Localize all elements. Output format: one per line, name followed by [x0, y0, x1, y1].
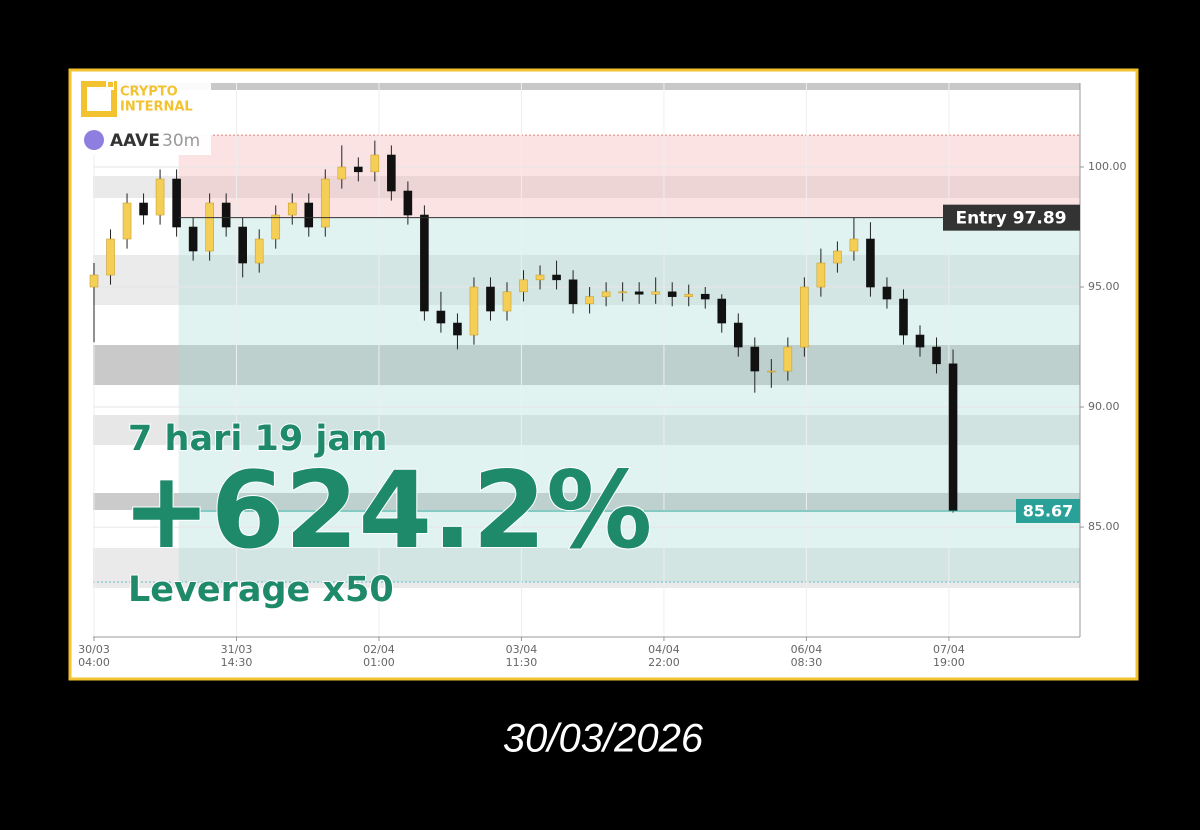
- y-tick-label: 85.00: [1088, 520, 1120, 533]
- profile-band: [93, 493, 1080, 510]
- return: +624.2%: [122, 449, 652, 572]
- candle-body: [783, 346, 793, 372]
- symbol: AAVE: [110, 131, 160, 151]
- candle-body: [684, 293, 694, 297]
- candle-body: [667, 291, 677, 297]
- candle-body: [882, 286, 892, 300]
- entry-label: Entry 97.89: [955, 209, 1066, 229]
- candle-body: [89, 274, 99, 288]
- x-tick-label: 30/03 04:00: [78, 643, 110, 669]
- candle-body: [568, 279, 578, 305]
- profile-band: [93, 176, 1080, 198]
- candle-body: [601, 291, 611, 297]
- logo-icon-dot: [108, 82, 113, 87]
- interval: 30m: [162, 131, 200, 151]
- candle-body: [188, 226, 198, 252]
- candle-body: [387, 154, 396, 192]
- candle-body: [370, 154, 380, 173]
- candle-body: [767, 370, 776, 373]
- entry-value: 97.89: [1013, 209, 1067, 229]
- candle-body: [750, 346, 760, 372]
- duration: 7 hari 19 jam: [128, 419, 388, 459]
- candle-body: [172, 178, 181, 228]
- candle-body: [519, 279, 528, 293]
- candle-body: [552, 274, 561, 281]
- candle-body: [585, 296, 594, 305]
- profile-band: [93, 83, 1080, 90]
- candle-body: [287, 202, 297, 216]
- x-tick-label: 07/04 19:00: [933, 643, 965, 669]
- profit-zone: [178, 217, 1081, 583]
- candle-body: [816, 262, 826, 288]
- candle-body: [733, 322, 743, 348]
- logo-text: CRYPTO: [120, 85, 178, 100]
- candle-body: [122, 202, 132, 240]
- profile-band: [93, 548, 1080, 588]
- candle-body: [155, 178, 165, 216]
- entry-label-text: Entry: [955, 209, 1006, 229]
- y-tick-label: 95.00: [1088, 280, 1120, 293]
- y-tick-label: 100.00: [1088, 160, 1127, 173]
- candle-body: [800, 286, 809, 348]
- candle-body: [106, 238, 115, 276]
- candle-body: [948, 363, 958, 512]
- candle-body: [420, 214, 429, 312]
- candle-body: [486, 286, 495, 312]
- candle-body: [254, 238, 264, 264]
- candle-body: [618, 291, 627, 294]
- y-tick-label: 90.00: [1088, 400, 1120, 413]
- candle-body: [221, 202, 231, 228]
- candle-body: [899, 298, 908, 336]
- candle-body: [238, 226, 247, 264]
- symbol-icon: [84, 130, 104, 150]
- x-tick-label: 02/04 01:00: [363, 643, 395, 669]
- candle-body: [403, 190, 413, 216]
- candle-body: [849, 238, 859, 252]
- candle-body: [700, 293, 710, 300]
- candle-body: [535, 274, 545, 281]
- candle-body: [833, 250, 842, 264]
- candle-body: [453, 322, 462, 336]
- candle-body: [651, 291, 660, 295]
- candle-body: [271, 214, 281, 240]
- x-tick-label: 31/03 14:30: [221, 643, 253, 669]
- x-tick-label: 03/04 11:30: [506, 643, 538, 669]
- leverage: Leverage x50: [128, 570, 394, 610]
- candle-body: [717, 298, 727, 324]
- plot-area: [89, 83, 1081, 637]
- candle-body: [304, 202, 314, 228]
- profile-band: [93, 415, 1080, 445]
- exit-label: 85.67: [1023, 501, 1074, 520]
- candle-body: [634, 291, 644, 295]
- entry-tag: [943, 204, 1080, 231]
- x-tick-label: 06/04 08:30: [791, 643, 823, 669]
- candle-body: [915, 334, 925, 348]
- candle-body: [205, 202, 214, 252]
- candle-body: [139, 202, 148, 216]
- candle-body: [436, 310, 446, 324]
- exit-tag: [1016, 498, 1080, 523]
- footer-date: 30/03/2026: [503, 717, 704, 761]
- candle-body: [502, 291, 512, 312]
- candle-body: [469, 286, 479, 336]
- profile-band: [93, 345, 1080, 385]
- x-tick-label: 04/04 22:00: [648, 643, 680, 669]
- candle-body: [320, 178, 330, 228]
- logo-text: INTERNAL: [120, 100, 193, 115]
- candle-body: [932, 346, 941, 365]
- candle-body: [354, 166, 363, 173]
- candle-body: [337, 166, 347, 180]
- logo-icon: [81, 81, 117, 117]
- candle-body: [866, 238, 875, 288]
